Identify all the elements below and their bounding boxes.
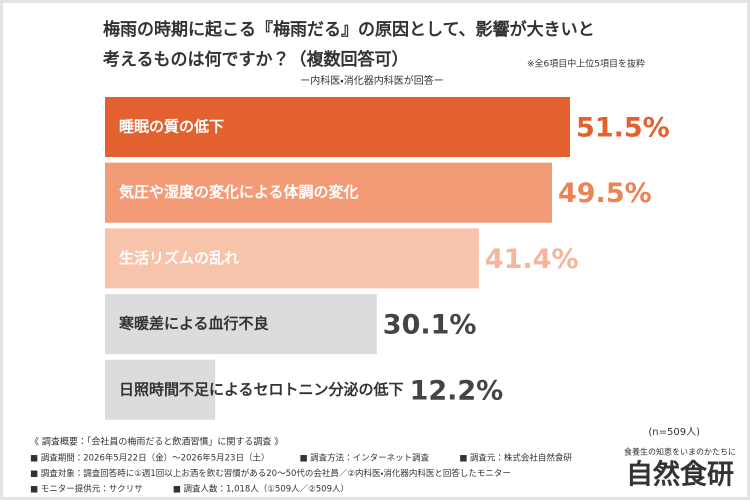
note: ※全6項目中上位5項目を抜粋 xyxy=(527,58,645,70)
survey-line: ■ 調査対象：調査回答時に①週1回以上お酒を飲む習慣がある20～50代の会社員／… xyxy=(30,468,511,479)
bar xyxy=(105,359,216,420)
category-label: 生活リズムの乱れ xyxy=(119,249,239,267)
category-label: 気圧や湿度の変化による体調の変化 xyxy=(119,183,359,201)
title-line: 考えるものは何ですか？（複数回答可） xyxy=(102,49,409,70)
value-label: 41.4% xyxy=(485,244,579,275)
bar xyxy=(105,228,479,289)
bar xyxy=(105,162,552,223)
bar xyxy=(105,97,571,157)
category-label: 寒暖差による血行不良 xyxy=(118,315,270,333)
logo-tagline: 食養生の知恵をいまのかたちに xyxy=(624,447,736,457)
value-label: 51.5% xyxy=(576,113,670,144)
survey-line: ■ 調査期間：2026年5月22日（金）～2026年5月23日（土） xyxy=(30,453,269,464)
survey-line: ■ 調査人数：1,018人（①509人／②509人） xyxy=(173,484,349,495)
bar xyxy=(105,294,377,355)
sample-size: (n=509人) xyxy=(648,427,700,438)
value-label: 49.5% xyxy=(558,178,652,209)
value-label: 30.1% xyxy=(383,310,477,341)
subtitle: ー内科医・消化器内科医が回答ー xyxy=(300,74,443,87)
category-label: 日照時間不足によるセロトニン分泌の低下 xyxy=(119,380,404,398)
title-line: 梅雨の時期に起こる『梅雨だる』の原因として、影響が大きいと xyxy=(103,19,595,40)
value-label: 12.2% xyxy=(410,375,504,406)
survey-line: ■ 調査元：株式会社自然食研 xyxy=(459,453,572,464)
logo-name: 自然食研 xyxy=(626,459,734,491)
survey-line: ■ 調査方法：インターネット調査 xyxy=(299,453,429,464)
survey-line: ■ モニター提供元：サクリサ xyxy=(30,484,143,495)
category-label: 睡眠の質の低下 xyxy=(119,118,224,136)
chart: 梅雨の時期に起こる『梅雨だる』の原因として、影響が大きいと 考えるものは何ですか… xyxy=(30,19,736,495)
survey-heading: 《 調査概要：「会社員の梅雨だると飲酒習慣」に関する調査 》 xyxy=(30,436,283,448)
